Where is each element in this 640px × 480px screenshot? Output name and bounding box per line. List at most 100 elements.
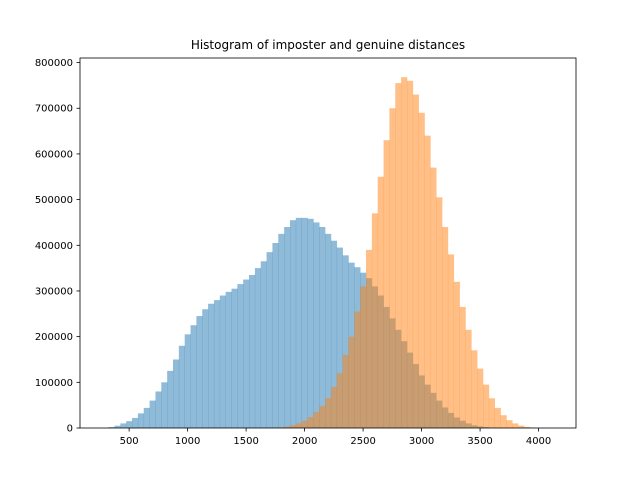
bar-series-1 [325, 233, 332, 428]
bar-series-1 [336, 247, 343, 428]
bar-series-1 [126, 421, 133, 428]
x-tick-label: 1500 [233, 436, 258, 447]
y-tick-label: 400000 [35, 241, 73, 252]
x-tick-label: 2500 [350, 436, 375, 447]
bar-series-1 [202, 309, 209, 428]
bar-series-2 [453, 281, 460, 428]
bar-series-2 [471, 350, 478, 428]
bar-series-1 [313, 222, 320, 428]
x-tick-label: 500 [120, 436, 139, 447]
bar-series-2 [360, 286, 367, 428]
x-tick-label: 2000 [292, 436, 317, 447]
bar-series-1 [173, 359, 180, 428]
bar-series-1 [254, 268, 262, 428]
bar-series-1 [108, 427, 115, 428]
x-axis: 500 1000 1500 2000 2500 3000 3500 4000 [120, 428, 551, 447]
bar-series-1 [266, 252, 273, 428]
bar-series-1 [114, 425, 121, 428]
bar-series-1 [143, 407, 150, 428]
bar-series-1 [190, 325, 197, 428]
bar-series-1 [161, 382, 168, 428]
bar-series-2 [366, 249, 373, 428]
bar-series-2 [389, 108, 396, 428]
bar-series-2 [301, 420, 308, 428]
bar-series-2 [477, 368, 484, 428]
bars-layer [108, 77, 536, 429]
bar-series-1 [284, 227, 291, 428]
bar-series-2 [430, 167, 437, 428]
bar-series-1 [184, 334, 191, 428]
bar-series-2 [406, 80, 414, 428]
bar-series-2 [395, 83, 402, 428]
bar-series-1 [278, 233, 285, 428]
bar-series-2 [518, 425, 525, 428]
bar-series-2 [418, 112, 425, 428]
bar-series-1 [120, 423, 127, 428]
bar-series-1 [237, 284, 244, 428]
bar-series-1 [307, 218, 314, 428]
bar-series-2 [424, 135, 431, 428]
bar-series-1 [231, 288, 238, 428]
bar-series-1 [213, 300, 221, 428]
bar-series-1 [272, 243, 279, 428]
bar-series-2 [459, 306, 466, 428]
bar-series-2 [336, 373, 343, 428]
bar-series-1 [208, 303, 215, 428]
bar-series-2 [284, 426, 291, 428]
y-tick-label: 0 [67, 424, 73, 435]
bar-series-1 [167, 370, 174, 428]
x-tick-label: 3500 [467, 436, 492, 447]
bar-series-2 [401, 77, 408, 429]
chart-title: Histogram of imposter and genuine distan… [191, 38, 465, 52]
bar-series-2 [465, 329, 472, 428]
plot-frame [79, 57, 577, 429]
bar-series-2 [342, 354, 349, 428]
bar-series-2 [377, 176, 384, 428]
bar-series-2 [447, 254, 455, 428]
bar-series-2 [319, 406, 326, 428]
bar-series-1 [155, 391, 162, 428]
y-tick-label: 200000 [35, 332, 73, 343]
bar-series-1 [342, 255, 349, 428]
bar-series-2 [506, 420, 513, 428]
x-tick-label: 1000 [175, 436, 200, 447]
bar-series-2 [354, 311, 361, 428]
bar-series-1 [219, 295, 226, 428]
bar-series-2 [371, 213, 379, 428]
bar-series-2 [412, 94, 419, 428]
bar-series-2 [512, 423, 519, 428]
bar-series-1 [132, 417, 139, 428]
y-tick-label: 800000 [35, 58, 73, 69]
bar-series-1 [178, 345, 185, 428]
bar-series-2 [500, 415, 507, 428]
y-tick-label: 100000 [35, 378, 73, 389]
bar-series-1 [295, 217, 302, 428]
bar-series-1 [149, 400, 156, 428]
bar-series-1 [249, 274, 256, 428]
bar-series-1 [260, 261, 267, 428]
bar-series-1 [330, 240, 338, 428]
y-tick-label: 500000 [35, 195, 73, 206]
bar-series-2 [325, 398, 332, 428]
bar-series-2 [523, 426, 531, 428]
bar-series-2 [383, 140, 390, 428]
x-tick-label: 3000 [409, 436, 434, 447]
bar-series-1 [319, 227, 326, 428]
bar-series-1 [289, 220, 297, 428]
bar-series-2 [436, 197, 443, 428]
x-tick-label: 4000 [526, 436, 551, 447]
y-tick-label: 700000 [35, 104, 73, 115]
bar-series-2 [289, 425, 297, 428]
bar-series-2 [330, 386, 338, 428]
y-tick-label: 300000 [35, 286, 73, 297]
bar-series-2 [494, 407, 501, 428]
bar-series-2 [313, 412, 320, 428]
bar-series-1 [301, 217, 308, 428]
bar-series-1 [137, 413, 145, 428]
y-axis: 0 100000 200000 300000 400000 500000 600000 700… [35, 58, 80, 435]
bar-series-2 [295, 423, 302, 428]
bar-series-1 [243, 279, 250, 428]
bar-series-2 [348, 336, 355, 428]
bar-series-2 [307, 417, 314, 428]
